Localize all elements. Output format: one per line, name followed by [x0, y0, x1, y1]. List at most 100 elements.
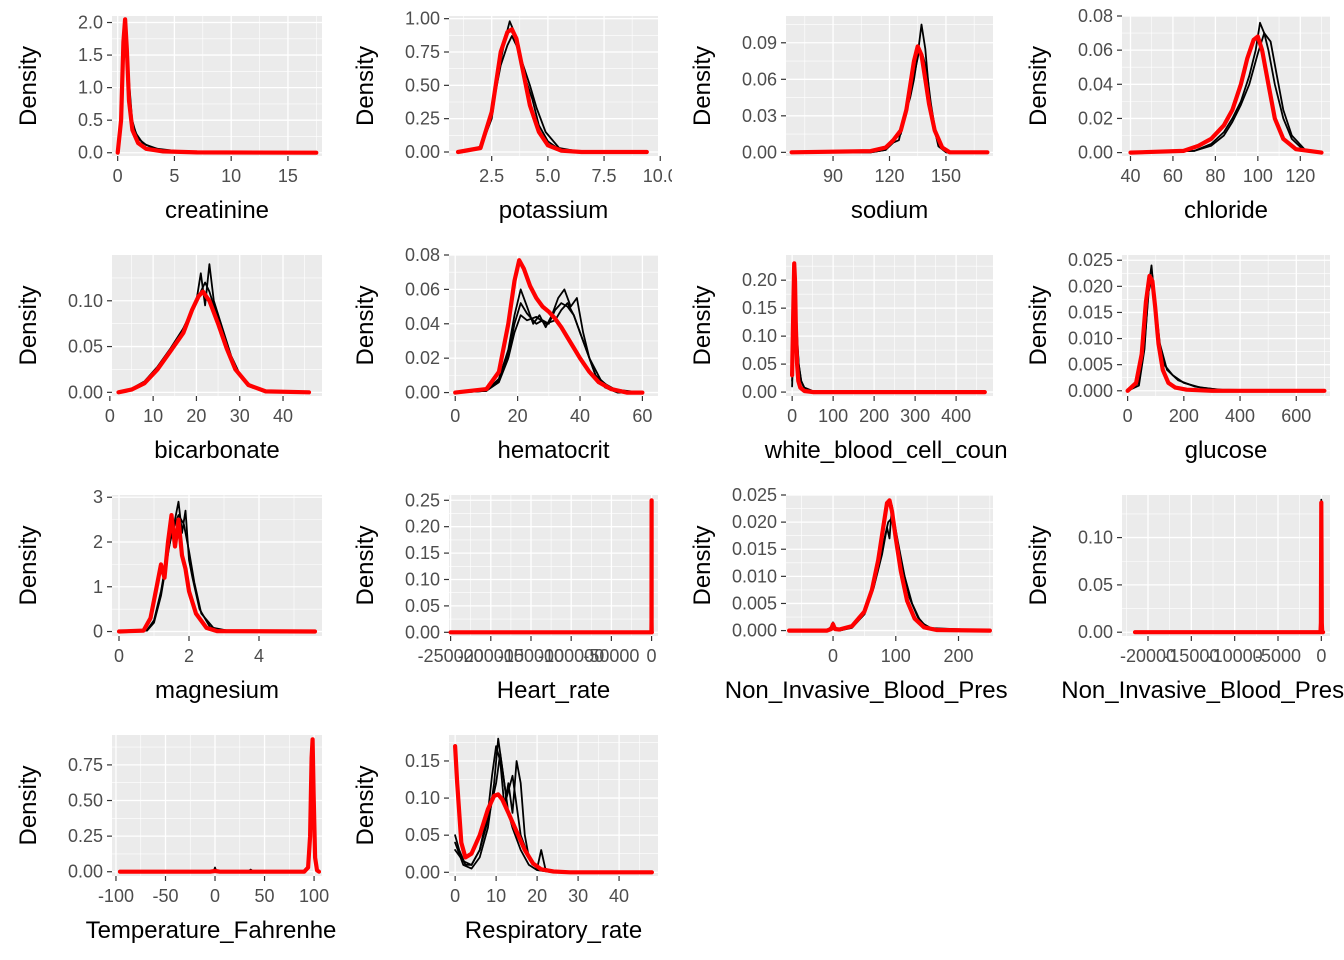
- x-tick-label: 10.0: [643, 166, 678, 186]
- x-tick-label: 7.5: [592, 166, 617, 186]
- density-panel: 0 20 40 60 0.00 0.02 0.04 0.06 0.08 hematocrit Den…: [352, 245, 658, 464]
- y-tick-label: 0.25: [405, 490, 440, 510]
- y-tick-label: 0.09: [742, 33, 777, 53]
- x-tick-label: -150000: [498, 646, 564, 666]
- x-tick-label: 100: [818, 406, 848, 426]
- x-axis-title: potassium: [499, 197, 608, 224]
- y-tick-label: 0.0: [78, 143, 103, 163]
- x-tick-label: 60: [1163, 166, 1183, 186]
- x-tick-label: 0: [113, 166, 123, 186]
- x-axis-title: sodium: [851, 197, 928, 224]
- x-tick-label: 0: [828, 646, 838, 666]
- panel-background: [449, 255, 658, 396]
- x-tick-label: 300: [900, 406, 930, 426]
- x-tick-label: 40: [1120, 166, 1140, 186]
- x-tick-label: -200000: [458, 646, 524, 666]
- y-axis-title: Density: [15, 765, 42, 845]
- panel-background: [449, 495, 658, 636]
- y-tick-label: 0.05: [405, 596, 440, 616]
- x-tick-label: 0: [647, 646, 657, 666]
- imputed-density-line: [453, 743, 655, 875]
- y-tick-label: 0.00: [405, 383, 440, 403]
- imputed-density-line: [117, 737, 322, 874]
- x-tick-label: -5000: [1255, 646, 1301, 666]
- y-tick-label: 0.05: [1078, 575, 1113, 595]
- y-tick-label: 0.010: [1068, 329, 1113, 349]
- y-tick-label: 0.10: [1078, 528, 1113, 548]
- y-tick-label: 0.10: [68, 291, 103, 311]
- y-axis-title: Density: [15, 285, 42, 365]
- x-tick-label: 5: [169, 166, 179, 186]
- x-axis-title: Temperature_Fahrenheit: [86, 917, 349, 944]
- x-tick-label: 20: [186, 406, 206, 426]
- panel-background: [449, 16, 658, 156]
- y-tick-label: 0.015: [732, 539, 777, 559]
- y-tick-label: 0.05: [405, 825, 440, 845]
- x-axis-title: white_blood_cell_count: [764, 437, 1015, 464]
- y-tick-label: 0.05: [742, 354, 777, 374]
- x-tick-label: 0: [1123, 406, 1133, 426]
- panel-background: [1122, 495, 1330, 636]
- y-tick-label: 0.00: [405, 622, 440, 642]
- panel-background: [786, 495, 993, 636]
- x-tick-label: 0: [114, 646, 124, 666]
- x-tick-label: 10: [221, 166, 241, 186]
- y-axis-title: Density: [15, 525, 42, 605]
- imputed-density-line: [786, 498, 993, 633]
- y-tick-label: 0.02: [1078, 108, 1113, 128]
- panel-background: [449, 735, 658, 876]
- x-tick-label: 80: [1205, 166, 1225, 186]
- x-tick-label: 150: [931, 166, 961, 186]
- x-tick-label: 400: [1225, 406, 1255, 426]
- imputed-density-line: [789, 44, 990, 155]
- y-tick-label: 0.15: [405, 543, 440, 563]
- y-tick-label: 0.10: [405, 569, 440, 589]
- y-axis-title: Density: [689, 525, 716, 605]
- y-tick-label: 0.04: [1078, 74, 1113, 94]
- density-panel: 0 100 200 300 400 0.00 0.05 0.10 0.15 0.20 white_b…: [689, 255, 1015, 464]
- y-tick-label: 0.025: [732, 485, 777, 505]
- panel-background: [112, 495, 322, 636]
- x-axis-title: bicarbonate: [154, 437, 279, 464]
- y-tick-label: 0.020: [732, 512, 777, 532]
- x-tick-label: 50: [255, 886, 275, 906]
- x-tick-label: -50000: [583, 646, 639, 666]
- x-tick-label: 600: [1281, 406, 1311, 426]
- x-tick-label: 60: [632, 406, 652, 426]
- y-tick-label: 0.00: [405, 862, 440, 882]
- x-tick-label: 5.0: [535, 166, 560, 186]
- y-tick-label: 0.20: [405, 517, 440, 537]
- y-axis-title: Density: [689, 46, 716, 126]
- x-axis-title: Respiratory_rate: [465, 917, 642, 944]
- imputed-density-line: [455, 27, 649, 155]
- x-axis-title: hematocrit: [497, 437, 609, 464]
- imputed-density-line: [789, 261, 987, 395]
- x-axis-title: Heart_rate: [497, 677, 610, 704]
- y-tick-label: 1: [93, 577, 103, 597]
- y-axis-title: Density: [352, 525, 379, 605]
- y-axis-title: Density: [352, 46, 379, 126]
- y-tick-label: 0.15: [742, 298, 777, 318]
- imputed-density-line: [116, 289, 312, 395]
- y-tick-label: 0.00: [1078, 143, 1113, 163]
- y-tick-label: 2.0: [78, 13, 103, 33]
- y-tick-label: 0.25: [68, 826, 103, 846]
- y-tick-label: 3: [93, 487, 103, 507]
- x-tick-label: 20: [527, 886, 547, 906]
- x-tick-label: 15: [278, 166, 298, 186]
- x-tick-label: 30: [230, 406, 250, 426]
- density-panel: 0 5 10 15 0.0 0.5 1.0 1.5 2.0 creatinine Density: [15, 13, 322, 224]
- y-tick-label: 0.10: [405, 788, 440, 808]
- y-axis-title: Density: [15, 46, 42, 126]
- x-tick-label: 10: [486, 886, 506, 906]
- observed-density-line: [454, 752, 653, 874]
- density-panel: -100 -50 0 50 100 0.00 0.25 0.50 0.75 Temperature…: [15, 735, 349, 944]
- x-tick-label: 100: [881, 646, 911, 666]
- y-tick-label: 0.50: [68, 791, 103, 811]
- density-panel: 0 2 4 0 1 2 3 magnesium Density: [15, 487, 322, 704]
- imputed-density-line: [448, 498, 655, 635]
- y-tick-label: 0.5: [78, 110, 103, 130]
- y-tick-label: 0.010: [732, 566, 777, 586]
- y-tick-label: 1.5: [78, 45, 103, 65]
- panel-background: [112, 735, 322, 876]
